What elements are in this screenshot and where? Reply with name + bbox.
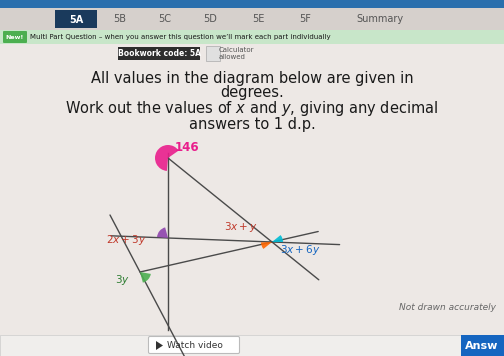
Text: answers to 1 d.p.: answers to 1 d.p. — [188, 116, 316, 131]
Wedge shape — [157, 227, 168, 238]
Text: Bookwork code: 5A: Bookwork code: 5A — [117, 49, 201, 58]
Text: allowed: allowed — [219, 54, 246, 60]
Text: Calculator: Calculator — [219, 47, 255, 53]
Wedge shape — [155, 145, 178, 171]
Text: 5F: 5F — [299, 14, 311, 24]
Text: 5B: 5B — [113, 14, 127, 24]
Text: All values in the diagram below are given in: All values in the diagram below are give… — [91, 70, 413, 85]
Text: degrees.: degrees. — [220, 85, 284, 100]
Bar — [0, 8, 504, 30]
Text: $3x + 6y$: $3x + 6y$ — [280, 243, 321, 257]
FancyBboxPatch shape — [55, 10, 97, 28]
Text: 5A: 5A — [69, 15, 83, 25]
Text: Summary: Summary — [356, 14, 404, 24]
Text: $2x + 3y$: $2x + 3y$ — [106, 233, 146, 247]
FancyBboxPatch shape — [206, 46, 220, 61]
Bar — [0, 0, 504, 8]
Wedge shape — [140, 272, 151, 283]
Text: Work out the values of $x$ and $y$, giving any decimal: Work out the values of $x$ and $y$, givi… — [66, 99, 438, 119]
Text: $3x + y$: $3x + y$ — [224, 220, 258, 234]
Wedge shape — [261, 242, 272, 249]
Text: Watch video: Watch video — [167, 341, 223, 350]
Wedge shape — [272, 235, 283, 242]
FancyBboxPatch shape — [118, 47, 200, 60]
Text: Not drawn accurately: Not drawn accurately — [399, 304, 496, 313]
Text: 5E: 5E — [252, 14, 264, 24]
FancyBboxPatch shape — [3, 31, 27, 43]
Bar — [0, 30, 504, 44]
Text: 146: 146 — [175, 141, 200, 154]
Text: Multi Part Question – when you answer this question we’ll mark each part individ: Multi Part Question – when you answer th… — [30, 35, 331, 41]
Text: New!: New! — [6, 35, 24, 40]
Bar — [461, 335, 504, 356]
Text: $3y$: $3y$ — [115, 273, 130, 287]
Text: Answ: Answ — [465, 341, 498, 351]
Text: 5D: 5D — [203, 14, 217, 24]
Text: 5C: 5C — [158, 14, 171, 24]
Bar — [0, 335, 504, 356]
FancyBboxPatch shape — [149, 336, 239, 354]
Polygon shape — [156, 341, 163, 350]
